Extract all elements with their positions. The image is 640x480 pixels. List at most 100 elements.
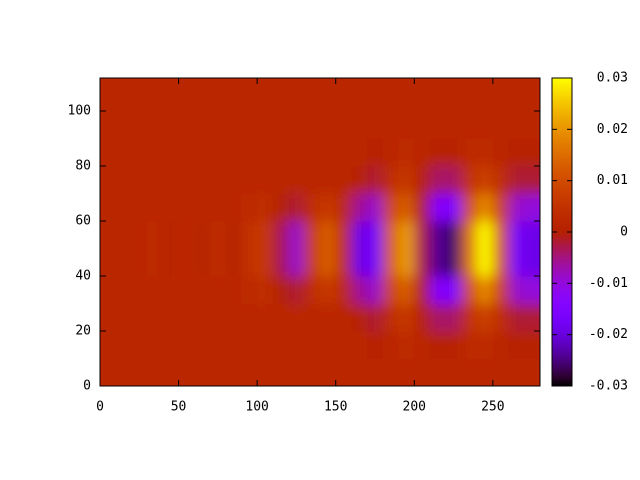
- heatmap-cell: [304, 166, 321, 194]
- heatmap-cell: [492, 193, 510, 222]
- heatmap-cell: [147, 138, 164, 167]
- heatmap-cell: [288, 221, 305, 249]
- heatmap-cell: [304, 358, 321, 386]
- y-tick-label: 100: [68, 104, 91, 119]
- colorbar-tick-label: 0.01: [597, 173, 628, 188]
- heatmap-cell: [430, 166, 447, 194]
- heatmap-cell: [304, 193, 321, 222]
- heatmap-cell: [398, 303, 415, 332]
- plot-area: [100, 78, 540, 386]
- x-tick-label: 100: [245, 400, 268, 415]
- heatmap-cell: [210, 78, 227, 112]
- heatmap-cell: [367, 78, 384, 112]
- heatmap-cell: [288, 111, 305, 139]
- heatmap-cell: [382, 111, 400, 139]
- heatmap-cell: [335, 358, 352, 386]
- heatmap-cell: [445, 303, 462, 332]
- heatmap-cell: [100, 193, 117, 222]
- heatmap-cell: [508, 221, 525, 249]
- heatmap-cell: [225, 303, 242, 332]
- heatmap-cell: [131, 303, 148, 332]
- heatmap-cell: [524, 358, 540, 386]
- heatmap-cell: [335, 111, 352, 139]
- heatmap-cell: [430, 221, 447, 249]
- heatmap-cell: [335, 331, 352, 359]
- heatmap-cell: [272, 221, 290, 249]
- heatmap-cell: [477, 248, 494, 277]
- heatmap-cell: [288, 166, 305, 194]
- heatmap-cell: [430, 358, 447, 386]
- heatmap-cell: [162, 166, 180, 194]
- heatmap-cell: [304, 221, 321, 249]
- heatmap-cell: [398, 78, 415, 112]
- heatmap-cell: [100, 111, 117, 139]
- heatmap-cell: [194, 78, 211, 112]
- heatmap-cell: [524, 138, 540, 167]
- heatmap-cell: [147, 358, 164, 386]
- heatmap-cell: [178, 78, 195, 112]
- heatmap-cell: [147, 248, 164, 277]
- heatmap-cell: [241, 303, 258, 332]
- heatmap-cell: [430, 276, 447, 304]
- heatmap-cell: [335, 138, 352, 167]
- heatmap-cell: [241, 111, 258, 139]
- heatmap-cell: [131, 331, 148, 359]
- heatmap-cell: [241, 276, 258, 304]
- heatmap-cell: [210, 166, 227, 194]
- plot-border: [99, 77, 541, 387]
- heatmap-cell: [257, 193, 274, 222]
- heatmap-cell: [414, 111, 431, 139]
- heatmap-cell: [430, 111, 447, 139]
- heatmap-cell: [225, 138, 242, 167]
- heatmap-cell: [445, 111, 462, 139]
- heatmap-cell: [147, 193, 164, 222]
- heatmap-cell: [351, 78, 368, 112]
- heatmap-cell: [351, 303, 368, 332]
- heatmap-cell: [335, 221, 352, 249]
- heatmap-cell: [288, 358, 305, 386]
- heatmap-cell: [115, 111, 132, 139]
- heatmap-cell: [194, 221, 211, 249]
- heatmap-cell: [430, 331, 447, 359]
- heatmap-cell: [131, 358, 148, 386]
- heatmap-cell: [445, 358, 462, 386]
- heatmap-cell: [477, 331, 494, 359]
- heatmap-cell: [382, 358, 400, 386]
- heatmap-cell: [272, 303, 290, 332]
- heatmap-cell: [162, 303, 180, 332]
- heatmap-cell: [100, 358, 117, 386]
- heatmap-cell: [178, 221, 195, 249]
- heatmap-cell: [178, 276, 195, 304]
- heatmap-cell: [477, 221, 494, 249]
- heatmap-cell: [430, 248, 447, 277]
- heatmap-cell: [147, 78, 164, 112]
- heatmap-cell: [414, 276, 431, 304]
- heatmap-cell: [382, 78, 400, 112]
- heatmap-cell: [524, 166, 540, 194]
- x-tick-label: 200: [403, 400, 426, 415]
- heatmap-cell: [304, 138, 321, 167]
- heatmap-cell: [241, 78, 258, 112]
- heatmap-cell: [257, 111, 274, 139]
- heatmap-cell: [241, 193, 258, 222]
- heatmap-cell: [100, 138, 117, 167]
- heatmap-cell: [210, 111, 227, 139]
- heatmap-cell: [398, 276, 415, 304]
- heatmap-cell: [477, 138, 494, 167]
- heatmap-cell: [225, 78, 242, 112]
- heatmap-cell: [414, 358, 431, 386]
- heatmap-cell: [225, 111, 242, 139]
- heatmap-cell: [194, 303, 211, 332]
- heatmap-cell: [115, 193, 132, 222]
- heatmap-cell: [178, 248, 195, 277]
- heatmap-cell: [524, 221, 540, 249]
- heatmap-cell: [162, 358, 180, 386]
- heatmap-cell: [241, 331, 258, 359]
- heatmap-cell: [351, 276, 368, 304]
- heatmap-cell: [461, 166, 478, 194]
- heatmap-cell: [100, 248, 117, 277]
- heatmap-cell: [414, 221, 431, 249]
- heatmap-cell: [492, 303, 510, 332]
- heatmap-cell: [257, 221, 274, 249]
